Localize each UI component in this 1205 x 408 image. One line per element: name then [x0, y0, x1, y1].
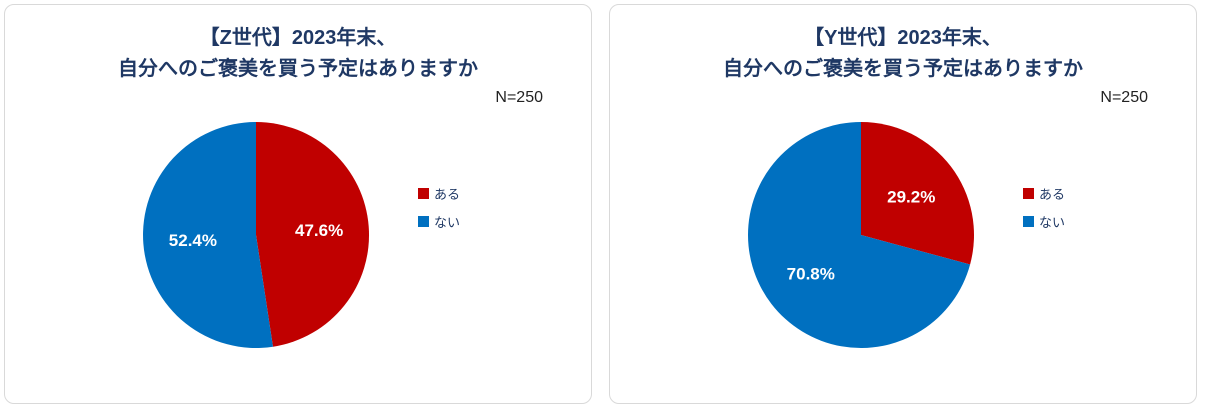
- legend: ある ない: [1022, 184, 1065, 231]
- chart-panel-gen-z: 【Z世代】2023年末、 自分へのご褒美を買う予定はありますか N=250 47…: [4, 4, 592, 404]
- legend-swatch-aru: [1022, 188, 1034, 199]
- legend-item-aru: ある: [417, 184, 460, 203]
- pie-chart-gen-z: 47.6% 52.4%: [143, 122, 370, 348]
- pie-data-label: 52.4%: [169, 231, 217, 250]
- legend-item-aru: ある: [1022, 184, 1065, 203]
- pie-data-label: 29.2%: [887, 188, 935, 207]
- legend-label-aru: ある: [1038, 187, 1065, 202]
- legend: ある ない: [417, 184, 460, 231]
- chart-title-line2: 自分へのご褒美を買う予定はありますか: [723, 58, 1083, 80]
- legend-label-nai: ない: [1038, 215, 1065, 230]
- pie-chart-gen-y: 29.2% 70.8%: [747, 122, 974, 348]
- legend-item-nai: ない: [417, 212, 460, 231]
- chart-title-gen-z: 【Z世代】2023年末、 自分へのご褒美を買う予定はありますか: [5, 23, 591, 85]
- chart-body: 47.6% 52.4% ある ない: [5, 115, 591, 355]
- chart-body: 29.2% 70.8% ある ない: [610, 115, 1196, 355]
- pie-slice-nai: [747, 122, 971, 348]
- legend-label-aru: ある: [433, 187, 460, 202]
- chart-panel-gen-y: 【Y世代】2023年末、 自分へのご褒美を買う予定はありますか N=250 29…: [609, 4, 1197, 404]
- chart-title-line2: 自分へのご褒美を買う予定はありますか: [118, 58, 478, 80]
- legend-swatch-nai: [417, 216, 429, 227]
- pie-slice-aru: [255, 122, 370, 347]
- sample-size-label: N=250: [495, 89, 543, 106]
- pie-data-label: 47.6%: [295, 221, 343, 240]
- pie-slice-nai: [143, 122, 273, 348]
- legend-item-nai: ない: [1022, 212, 1065, 231]
- sample-size-label: N=250: [1100, 89, 1148, 106]
- chart-title-line1: 【Y世代】2023年末、: [804, 27, 1002, 49]
- legend-swatch-aru: [417, 188, 429, 199]
- legend-swatch-nai: [1022, 216, 1034, 227]
- pie-data-label: 70.8%: [787, 264, 835, 283]
- pie-slice-aru: [860, 122, 974, 265]
- chart-title-line1: 【Z世代】2023年末、: [199, 27, 397, 49]
- legend-label-nai: ない: [433, 215, 460, 230]
- chart-title-gen-y: 【Y世代】2023年末、 自分へのご褒美を買う予定はありますか: [610, 23, 1196, 85]
